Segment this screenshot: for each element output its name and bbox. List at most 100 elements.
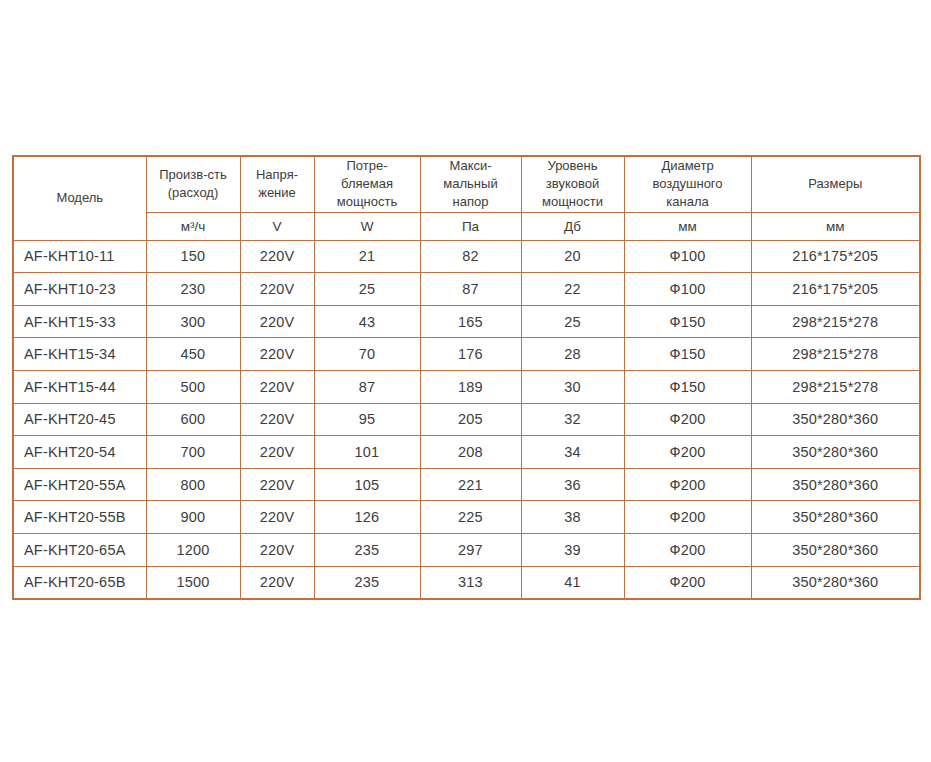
table-row: AF-KHT20-65B1500220V23531341Ф200350*280*…	[13, 566, 920, 599]
table-row: AF-KHT20-55B900220V12622538Ф200350*280*3…	[13, 501, 920, 534]
value-cell: 165	[420, 305, 521, 338]
table-row: AF-KHT15-33300220V4316525Ф150298*215*278	[13, 305, 920, 338]
specs-table-container: МодельПроизв-сть (расход)Напря- жениеПот…	[12, 155, 919, 600]
value-cell: 105	[314, 468, 420, 501]
value-cell: 600	[146, 403, 240, 436]
value-cell: 220V	[240, 468, 314, 501]
value-cell: 350*280*360	[751, 533, 920, 566]
value-cell: Ф200	[624, 501, 751, 534]
model-cell: AF-KHT20-65B	[13, 566, 146, 599]
value-cell: 298*215*278	[751, 305, 920, 338]
table-row: AF-KHT10-23230220V258722Ф100216*175*205	[13, 273, 920, 306]
value-cell: 350*280*360	[751, 468, 920, 501]
value-cell: 800	[146, 468, 240, 501]
value-cell: 313	[420, 566, 521, 599]
value-cell: 298*215*278	[751, 370, 920, 403]
value-cell: 101	[314, 436, 420, 469]
model-cell: AF-KHT15-44	[13, 370, 146, 403]
col-header-2: Напря- жение	[240, 156, 314, 212]
value-cell: 220V	[240, 436, 314, 469]
value-cell: 38	[521, 501, 624, 534]
specs-table: МодельПроизв-сть (расход)Напря- жениеПот…	[12, 155, 921, 600]
col-unit-4: Па	[420, 212, 521, 240]
col-header-1: Произв-сть (расход)	[146, 156, 240, 212]
value-cell: 176	[420, 338, 521, 371]
value-cell: 70	[314, 338, 420, 371]
value-cell: Ф100	[624, 273, 751, 306]
value-cell: 220V	[240, 403, 314, 436]
value-cell: 235	[314, 566, 420, 599]
value-cell: 20	[521, 240, 624, 273]
value-cell: Ф200	[624, 566, 751, 599]
value-cell: 1200	[146, 533, 240, 566]
col-unit-3: W	[314, 212, 420, 240]
value-cell: 36	[521, 468, 624, 501]
value-cell: 900	[146, 501, 240, 534]
model-cell: AF-KHT20-54	[13, 436, 146, 469]
value-cell: Ф150	[624, 305, 751, 338]
col-unit-5: Дб	[521, 212, 624, 240]
value-cell: Ф200	[624, 403, 751, 436]
value-cell: Ф200	[624, 468, 751, 501]
value-cell: 220V	[240, 566, 314, 599]
table-row: AF-KHT20-65A1200220V23529739Ф200350*280*…	[13, 533, 920, 566]
col-header-5: Уровень звуковой мощности	[521, 156, 624, 212]
value-cell: 297	[420, 533, 521, 566]
table-row: AF-KHT15-44500220V8718930Ф150298*215*278	[13, 370, 920, 403]
value-cell: 208	[420, 436, 521, 469]
table-row: AF-KHT20-45600220V9520532Ф200350*280*360	[13, 403, 920, 436]
model-cell: AF-KHT15-34	[13, 338, 146, 371]
value-cell: 1500	[146, 566, 240, 599]
value-cell: 220V	[240, 273, 314, 306]
value-cell: 82	[420, 240, 521, 273]
value-cell: 700	[146, 436, 240, 469]
table-head: МодельПроизв-сть (расход)Напря- жениеПот…	[13, 156, 920, 240]
value-cell: 34	[521, 436, 624, 469]
value-cell: Ф200	[624, 533, 751, 566]
value-cell: 87	[420, 273, 521, 306]
table-row: AF-KHT20-55A800220V10522136Ф200350*280*3…	[13, 468, 920, 501]
model-cell: AF-KHT20-45	[13, 403, 146, 436]
value-cell: 126	[314, 501, 420, 534]
value-cell: 500	[146, 370, 240, 403]
model-cell: AF-KHT10-11	[13, 240, 146, 273]
value-cell: 216*175*205	[751, 273, 920, 306]
value-cell: 221	[420, 468, 521, 501]
col-unit-6: мм	[624, 212, 751, 240]
model-cell: AF-KHT10-23	[13, 273, 146, 306]
table-row: AF-KHT20-54700220V10120834Ф200350*280*36…	[13, 436, 920, 469]
value-cell: 235	[314, 533, 420, 566]
value-cell: Ф150	[624, 370, 751, 403]
value-cell: 39	[521, 533, 624, 566]
value-cell: 298*215*278	[751, 338, 920, 371]
value-cell: 25	[521, 305, 624, 338]
value-cell: 41	[521, 566, 624, 599]
value-cell: 21	[314, 240, 420, 273]
col-unit-1: м³/ч	[146, 212, 240, 240]
value-cell: 350*280*360	[751, 566, 920, 599]
table-body: AF-KHT10-11150220V218220Ф100216*175*205A…	[13, 240, 920, 599]
value-cell: 225	[420, 501, 521, 534]
value-cell: 220V	[240, 305, 314, 338]
col-header-6: Диаметр воздушного канала	[624, 156, 751, 212]
value-cell: Ф100	[624, 240, 751, 273]
table-row: AF-KHT10-11150220V218220Ф100216*175*205	[13, 240, 920, 273]
col-header-3: Потре- бляемая мощность	[314, 156, 420, 212]
model-cell: AF-KHT20-65A	[13, 533, 146, 566]
value-cell: 87	[314, 370, 420, 403]
value-cell: 95	[314, 403, 420, 436]
value-cell: Ф200	[624, 436, 751, 469]
col-header-7: Размеры	[751, 156, 920, 212]
value-cell: 216*175*205	[751, 240, 920, 273]
col-header-4: Макси- мальный напор	[420, 156, 521, 212]
value-cell: 189	[420, 370, 521, 403]
model-cell: AF-KHT20-55A	[13, 468, 146, 501]
value-cell: 205	[420, 403, 521, 436]
value-cell: 22	[521, 273, 624, 306]
value-cell: 220V	[240, 501, 314, 534]
value-cell: 230	[146, 273, 240, 306]
value-cell: 220V	[240, 240, 314, 273]
col-unit-7: мм	[751, 212, 920, 240]
model-cell: AF-KHT15-33	[13, 305, 146, 338]
value-cell: 350*280*360	[751, 436, 920, 469]
